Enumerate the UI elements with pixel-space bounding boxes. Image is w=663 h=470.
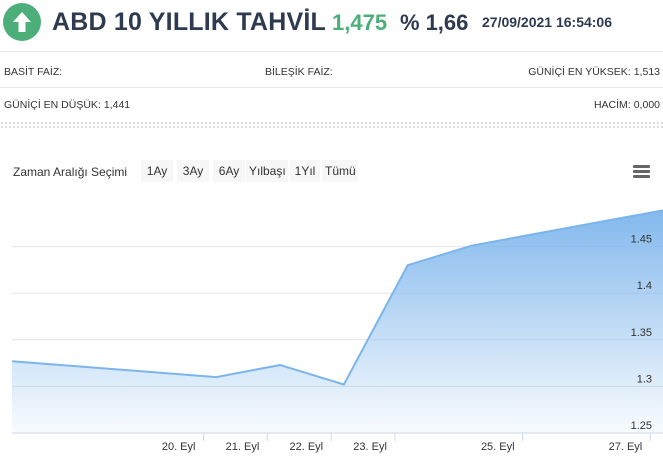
arrow-up-icon: [3, 3, 41, 41]
y-tick-label: 1.4: [637, 280, 652, 292]
simple-rate-label: BASİT FAİZ:: [4, 66, 63, 78]
x-tick-label: 25. Eyl: [481, 441, 515, 453]
volume-label: HACİM:: [593, 99, 631, 111]
x-tick-label: 27. Eyl: [609, 441, 643, 453]
chart-x-axis: 20. Eyl 21. Eyl 22. Eyl 23. Eyl 25. Eyl 27. E…: [162, 433, 651, 453]
percent-change-value: 1,66: [425, 10, 469, 35]
volume: HACİM: 0,000: [594, 99, 660, 111]
range-button-ytd[interactable]: Yılbaşı: [246, 160, 288, 182]
divider: [0, 87, 663, 88]
day-low-value: 1,441: [103, 99, 131, 111]
instrument-header: ABD 10 YILLIK TAHVİL 1,475 % 1,66 27/09/2…: [0, 0, 663, 44]
y-tick-label: 1.45: [631, 234, 652, 246]
x-tick-label: 20. Eyl: [162, 441, 196, 453]
instrument-title: ABD 10 YILLIK TAHVİL: [52, 8, 326, 36]
day-low-label: GÜNİÇİ EN DÜŞÜK:: [4, 99, 101, 111]
day-high-value: 1,513: [633, 66, 660, 78]
range-button-1-month[interactable]: 1Ay: [141, 160, 173, 182]
range-button-3-months[interactable]: 3Ay: [177, 160, 209, 182]
day-high-label: GÜNİÇİ EN YÜKSEK:: [528, 66, 631, 78]
x-tick-label: 23. Eyl: [353, 441, 387, 453]
compound-rate: BİLEŞİK FAİZ:: [265, 66, 336, 78]
x-tick-label: 21. Eyl: [226, 441, 260, 453]
simple-rate: BASİT FAİZ:: [4, 66, 65, 78]
percent-symbol: %: [400, 10, 420, 35]
range-button-1-year[interactable]: 1Yıl: [290, 160, 320, 182]
day-high: GÜNİÇİ EN YÜKSEK: 1,513: [528, 66, 660, 78]
last-price: 1,475: [332, 10, 388, 35]
volume-value: 0,000: [633, 99, 660, 111]
dotted-separator: [0, 121, 663, 129]
last-update-datetime: 27/09/2021 16:54:06: [482, 14, 612, 30]
compound-rate-label: BİLEŞİK FAİZ:: [265, 66, 333, 78]
y-tick-label: 1.35: [631, 327, 652, 339]
range-button-all[interactable]: Tümü: [322, 160, 358, 182]
x-tick-label: 22. Eyl: [289, 441, 323, 453]
chart-series-line: [11, 209, 663, 386]
y-tick-label: 1.25: [631, 420, 652, 432]
range-selector-label: Zaman Aralığı Seçimi: [13, 165, 128, 179]
percent-change: % 1,66: [400, 10, 468, 36]
chart-area-fill: [12, 210, 663, 433]
price-chart: 1.25 1.3 1.35 1.4 1.45 20. Eyl 21. Eyl 22. Eyl…: [11, 209, 663, 453]
divider: [0, 51, 663, 52]
y-tick-label: 1.3: [637, 373, 652, 385]
range-button-6-months[interactable]: 6Ay: [213, 160, 245, 182]
hamburger-menu-icon[interactable]: [633, 165, 650, 179]
chart-y-axis: 1.25 1.3 1.35 1.4 1.45: [631, 234, 652, 432]
day-low: GÜNİÇİ EN DÜŞÜK: 1,441: [4, 99, 130, 111]
